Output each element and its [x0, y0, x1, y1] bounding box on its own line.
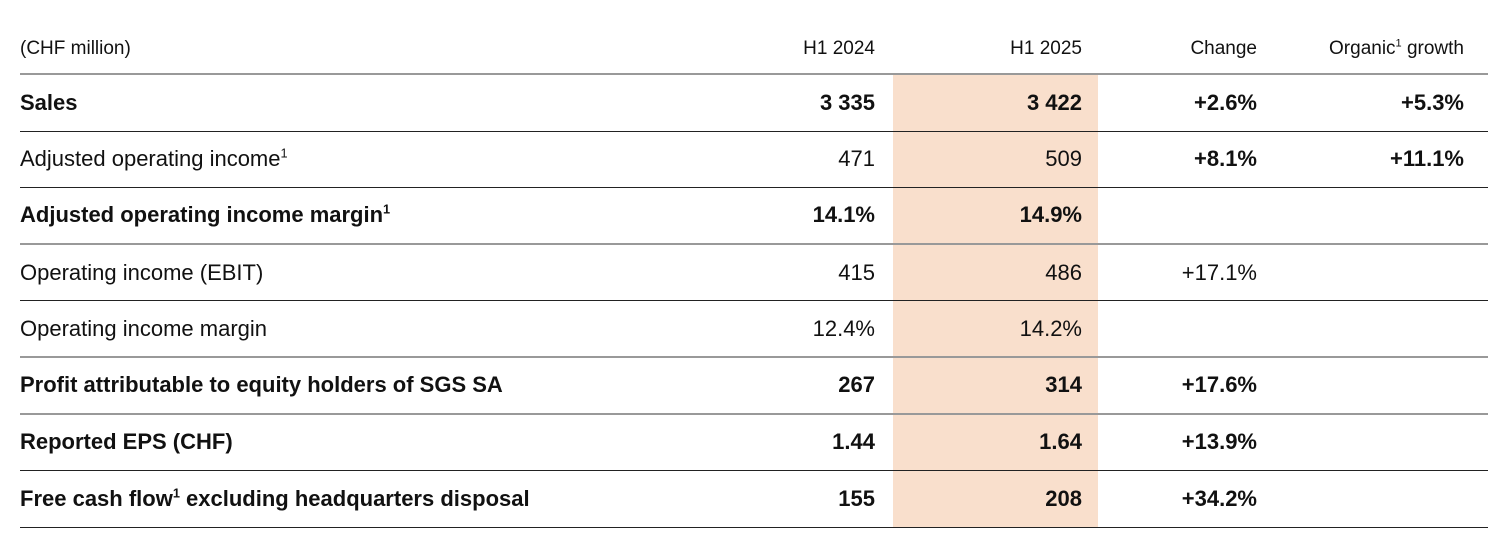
footnote-superscript: 1 [172, 485, 180, 501]
value-h1-2025-highlighted: 509 [893, 131, 1098, 188]
row-label-text: Adjusted operating income margin1 [20, 202, 390, 228]
column-gap [875, 415, 893, 471]
value-organic-growth [1262, 245, 1488, 301]
value-h1-2025-highlighted: 314 [893, 357, 1098, 413]
value-h1-2024: 471 [838, 146, 875, 172]
row-label: Adjusted operating income1 [20, 132, 693, 188]
value-change: +2.6% [1194, 89, 1257, 115]
value-h1-2024: 267 [838, 372, 875, 398]
value-organic-growth [1262, 188, 1488, 243]
row-label-post: excluding headquarters disposal [179, 485, 530, 511]
value-organic-growth [1262, 301, 1488, 356]
row-label-text: Sales [20, 90, 78, 116]
value-change: +17.6% [1181, 372, 1257, 398]
value-h1-2025-highlighted: 14.2% [893, 301, 1098, 356]
row-label: Adjusted operating income margin1 [20, 188, 693, 243]
header-organic-growth: Organic1 growth [1262, 0, 1488, 60]
header-h1-2024-text: H1 2024 [803, 38, 875, 59]
row-label-text: Profit attributable to equity holders of… [20, 372, 503, 398]
value-h1-2025-highlighted: 486 [893, 244, 1098, 301]
value-change: +34.2% [1181, 485, 1257, 511]
row-label-pre: Adjusted operating income margin [20, 202, 384, 228]
value-organic-growth [1262, 358, 1488, 413]
value-change [1098, 301, 1262, 356]
row-label-text: Operating income margin [20, 316, 267, 342]
organic-footnote-superscript: 1 [1395, 37, 1402, 50]
row-label-text: Free cash flow1 excluding headquarters d… [20, 486, 530, 512]
table-row: Adjusted operating income1 471 509 +8.1% +11… [20, 131, 1488, 189]
table-body: Sales 3 335 3 422 +2.6% +5.3% Adjusted operat… [20, 75, 1488, 528]
row-label-text: Adjusted operating income1 [20, 146, 288, 172]
row-label: Profit attributable to equity holders of… [20, 358, 693, 413]
column-gap [875, 75, 893, 131]
row-label-pre: Operating income margin [20, 315, 268, 341]
column-gap [875, 245, 893, 301]
table-row: Operating income margin 12.4% 14.2% [20, 301, 1488, 358]
column-gap [875, 188, 893, 243]
header-change: Change [1098, 0, 1262, 60]
row-label-pre: Free cash flow [20, 485, 173, 511]
value-h1-2024: 14.1% [812, 202, 875, 228]
row-label-pre: Operating income (EBIT) [20, 259, 264, 285]
header-h1-2024: H1 2024 [693, 0, 875, 60]
value-organic-growth [1262, 415, 1488, 471]
footnote-superscript: 1 [383, 202, 391, 218]
unit-label-text: (CHF million) [20, 38, 131, 59]
row-label: Operating income (EBIT) [20, 245, 693, 301]
value-organic-growth [1262, 471, 1488, 527]
row-label-text: Operating income (EBIT) [20, 260, 263, 286]
value-change: +17.1% [1181, 259, 1257, 285]
header-organic-growth-text: Organic1 growth [1329, 37, 1464, 59]
table-row: Free cash flow1 excluding headquarters d… [20, 471, 1488, 528]
table-row: Reported EPS (CHF) 1.44 1.64 +13.9% [20, 414, 1488, 472]
footnote-superscript: 1 [280, 146, 288, 162]
table-row: Operating income (EBIT) 415 486 +17.1% [20, 244, 1488, 302]
table-row: Profit attributable to equity holders of… [20, 357, 1488, 415]
value-change [1098, 188, 1262, 243]
value-h1-2024: 415 [838, 259, 875, 285]
value-change: +8.1% [1194, 146, 1257, 172]
row-label-pre: Profit attributable to equity holders of… [20, 372, 503, 398]
header-h1-2025-text: H1 2025 [1010, 38, 1082, 59]
row-label-pre: Reported EPS (CHF) [20, 429, 233, 455]
row-label-pre: Sales [20, 89, 78, 115]
row-label: Operating income margin [20, 301, 693, 356]
value-h1-2025-highlighted: 208 [893, 471, 1098, 527]
value-change: +13.9% [1181, 429, 1257, 455]
column-gap [875, 471, 893, 527]
value-organic-growth: +5.3% [1401, 89, 1464, 115]
header-unit-label: (CHF million) [20, 0, 693, 60]
column-gap [875, 132, 893, 188]
value-h1-2025-highlighted: 14.9% [893, 188, 1098, 243]
value-h1-2024: 155 [838, 485, 875, 511]
value-h1-2024: 1.44 [832, 429, 875, 455]
table-header-row: (CHF million) H1 2024 H1 2025 Change Org… [20, 0, 1488, 75]
table-row: Sales 3 335 3 422 +2.6% +5.3% [20, 75, 1488, 132]
value-h1-2024: 12.4% [812, 315, 875, 341]
financial-results-table: (CHF million) H1 2024 H1 2025 Change Org… [20, 0, 1488, 528]
value-h1-2025-highlighted: 3 422 [893, 75, 1098, 131]
value-h1-2024: 3 335 [819, 89, 875, 115]
value-organic-growth: +11.1% [1389, 146, 1464, 172]
row-label: Free cash flow1 excluding headquarters d… [20, 471, 693, 527]
column-gap [875, 301, 893, 356]
value-h1-2025-highlighted: 1.64 [893, 414, 1098, 471]
row-label: Sales [20, 75, 693, 131]
header-change-text: Change [1190, 38, 1257, 59]
header-gap [875, 0, 893, 60]
row-label-pre: Adjusted operating income [20, 146, 281, 172]
row-label: Reported EPS (CHF) [20, 415, 693, 471]
column-gap [875, 358, 893, 413]
header-h1-2025: H1 2025 [893, 0, 1098, 60]
table-row: Adjusted operating income margin1 14.1% 14… [20, 188, 1488, 245]
row-label-text: Reported EPS (CHF) [20, 429, 233, 455]
